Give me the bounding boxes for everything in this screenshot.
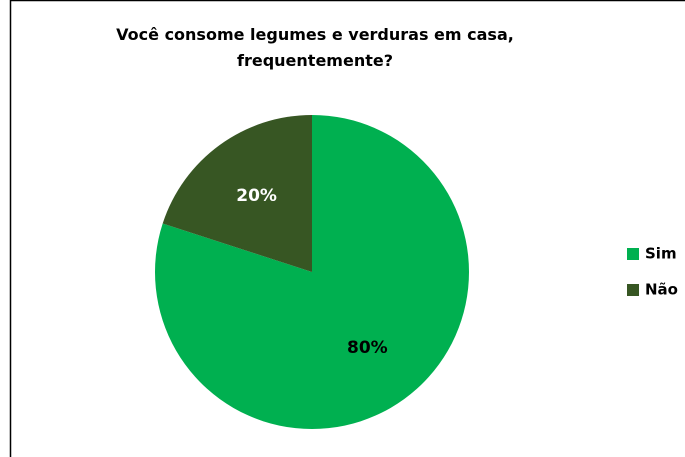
legend-swatch xyxy=(627,248,639,260)
pie-slice xyxy=(162,115,312,272)
chart-title: Você consome legumes e verduras em casa,… xyxy=(116,25,514,70)
legend-label: Sim xyxy=(645,245,677,263)
frame-border xyxy=(9,0,685,457)
data-label: 80% xyxy=(347,338,388,358)
data-label: 20% xyxy=(236,186,277,206)
legend-label: Não xyxy=(645,281,678,299)
legend-swatch xyxy=(627,284,639,296)
